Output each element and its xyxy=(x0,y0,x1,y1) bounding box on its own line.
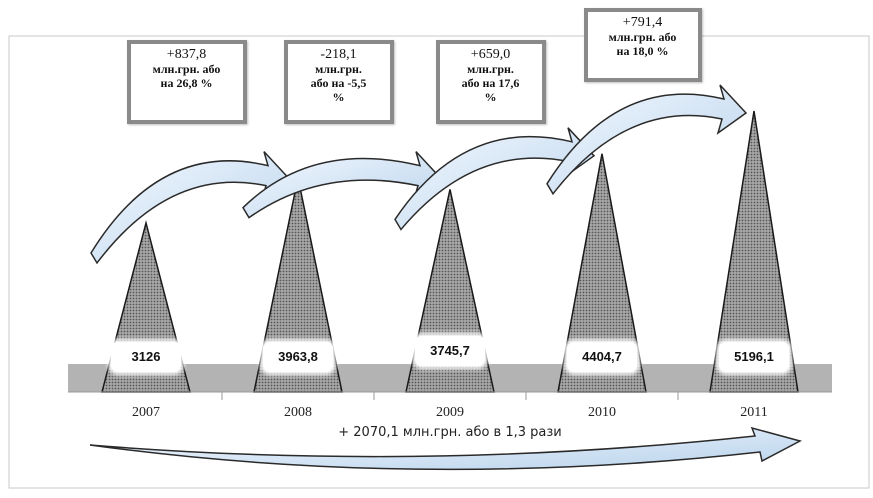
value-label: 3745,7 xyxy=(415,336,485,366)
change-annotation: -218,1 млн.грн. або на -5,5 % xyxy=(283,40,394,124)
change-text: млн.грн. або на -5,5 % xyxy=(310,62,367,104)
change-value: +659,0 xyxy=(470,47,511,62)
change-arrow xyxy=(546,84,748,196)
x-tick-label: 2009 xyxy=(436,405,464,420)
change-value: -218,1 xyxy=(320,47,357,62)
change-text: млн.грн. або на 17,6 % xyxy=(461,62,520,104)
change-arrow xyxy=(394,127,596,231)
plot-frame xyxy=(8,35,870,489)
value-label: 5196,1 xyxy=(719,342,789,372)
change-text: млн.грн. або на 18,0 % xyxy=(608,30,677,58)
x-tick-label: 2010 xyxy=(588,405,616,420)
change-value: +837,8 xyxy=(166,47,207,62)
value-label: 3963,8 xyxy=(263,342,333,372)
change-annotation: +659,0 млн.грн. або на 17,6 % xyxy=(435,40,546,124)
total-arrow xyxy=(89,426,803,471)
x-tick-label: 2007 xyxy=(132,405,160,420)
change-text: млн.грн. або на 26,8 % xyxy=(152,62,221,90)
change-annotation: +837,8 млн.грн. або на 26,8 % xyxy=(126,40,247,124)
value-label: 4404,7 xyxy=(567,342,637,372)
change-value: +791,4 xyxy=(622,15,663,30)
total-change-label: + 2070,1 млн.грн. або в 1,3 рази xyxy=(338,425,562,440)
change-annotation: +791,4 млн.грн. або на 18,0 % xyxy=(583,8,702,82)
x-tick-label: 2008 xyxy=(284,405,312,420)
x-tick-label: 2011 xyxy=(740,405,768,420)
value-label: 3126 xyxy=(111,342,181,372)
